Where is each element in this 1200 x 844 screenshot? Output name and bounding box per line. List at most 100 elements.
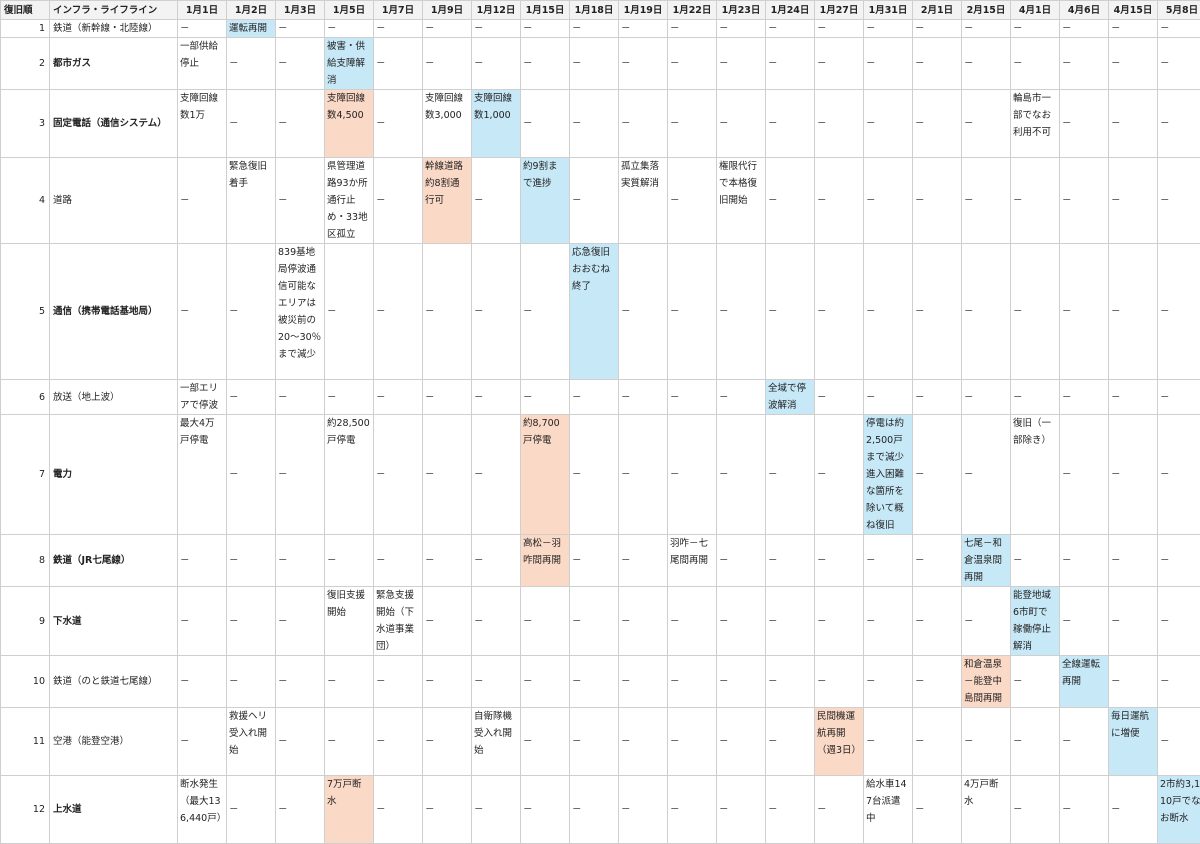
status-cell: － [619,587,668,656]
status-cell: － [864,587,913,656]
status-cell: － [423,776,472,844]
status-cell: － [815,776,864,844]
status-cell-highlighted: 能登地域6市町で稼働停止解消 [1011,587,1060,656]
header-date: 1月19日 [619,1,668,20]
status-cell: － [1158,587,1200,656]
status-cell: － [1109,158,1158,244]
status-cell: － [570,587,619,656]
status-cell: － [276,656,325,708]
status-cell: － [472,20,521,38]
status-cell: － [374,708,423,776]
status-cell: － [717,244,766,380]
status-cell: － [472,587,521,656]
status-cell: － [815,20,864,38]
status-cell: － [962,708,1011,776]
recovery-order-number: 9 [1,587,50,656]
status-cell: － [1158,38,1200,90]
status-cell: － [913,415,962,535]
infrastructure-name: 固定電話（通信システム） [50,90,178,158]
status-cell: － [619,38,668,90]
status-cell: － [472,656,521,708]
status-cell: 一部エリアで停波 [178,380,227,415]
status-cell: － [227,90,276,158]
status-cell: － [472,776,521,844]
status-cell: － [374,776,423,844]
header-date: 1月31日 [864,1,913,20]
status-cell: － [766,776,815,844]
status-cell: － [717,656,766,708]
infrastructure-name: 通信（携帯電話基地局） [50,244,178,380]
recovery-order-number: 2 [1,38,50,90]
status-cell: － [374,244,423,380]
status-cell: － [521,776,570,844]
recovery-order-number: 8 [1,535,50,587]
status-cell: － [570,380,619,415]
status-cell: － [815,38,864,90]
status-cell: 839基地局停波通信可能なエリアは被災前の20～30％まで減少 [276,244,325,380]
infrastructure-name: 鉄道（のと鉄道七尾線） [50,656,178,708]
status-cell-highlighted: 支障回線数4,500 [325,90,374,158]
status-cell: － [1060,244,1109,380]
status-cell: － [276,158,325,244]
status-cell: － [472,415,521,535]
status-cell: － [668,90,717,158]
recovery-order-number: 3 [1,90,50,158]
status-cell: － [1109,20,1158,38]
status-cell: － [325,656,374,708]
status-cell: － [325,20,374,38]
infrastructure-name: 電力 [50,415,178,535]
status-cell: － [766,587,815,656]
status-cell: － [1158,656,1200,708]
status-cell: － [325,244,374,380]
status-cell-highlighted: 7万戸断水 [325,776,374,844]
status-cell: － [1011,158,1060,244]
status-cell: 支障回線数1万 [178,90,227,158]
header-date: 5月8日 [1158,1,1200,20]
status-cell: － [227,38,276,90]
status-cell: － [864,535,913,587]
status-cell-highlighted: 約9割まで進捗 [521,158,570,244]
status-cell: － [717,380,766,415]
status-cell: － [521,656,570,708]
status-cell: － [423,244,472,380]
status-cell: － [227,535,276,587]
status-cell: － [1060,38,1109,90]
status-cell: － [325,535,374,587]
status-cell: － [717,415,766,535]
status-cell: － [1158,708,1200,776]
status-cell: － [766,90,815,158]
header-date: 1月18日 [570,1,619,20]
status-cell: － [815,90,864,158]
header-recovery-order: 復旧順 [1,1,50,20]
status-cell: － [423,535,472,587]
status-cell: － [1011,244,1060,380]
header-date: 1月23日 [717,1,766,20]
status-cell-highlighted: 高松－羽咋間再開 [521,535,570,587]
status-cell: － [570,535,619,587]
status-cell: － [374,158,423,244]
status-cell: － [374,38,423,90]
status-cell: － [1011,380,1060,415]
status-cell: － [276,776,325,844]
status-cell: － [374,90,423,158]
status-cell: － [472,535,521,587]
status-cell: － [521,708,570,776]
header-date: 1月12日 [472,1,521,20]
status-cell: － [1158,90,1200,158]
status-cell: － [815,380,864,415]
status-cell: － [962,158,1011,244]
header-date: 4月15日 [1109,1,1158,20]
status-cell: － [619,244,668,380]
status-cell: － [1011,776,1060,844]
header-date: 4月6日 [1060,1,1109,20]
infrastructure-name: 下水道 [50,587,178,656]
status-cell: － [766,244,815,380]
status-cell: － [521,20,570,38]
status-cell: － [374,20,423,38]
status-cell: － [178,656,227,708]
status-cell: 約28,500戸停電 [325,415,374,535]
